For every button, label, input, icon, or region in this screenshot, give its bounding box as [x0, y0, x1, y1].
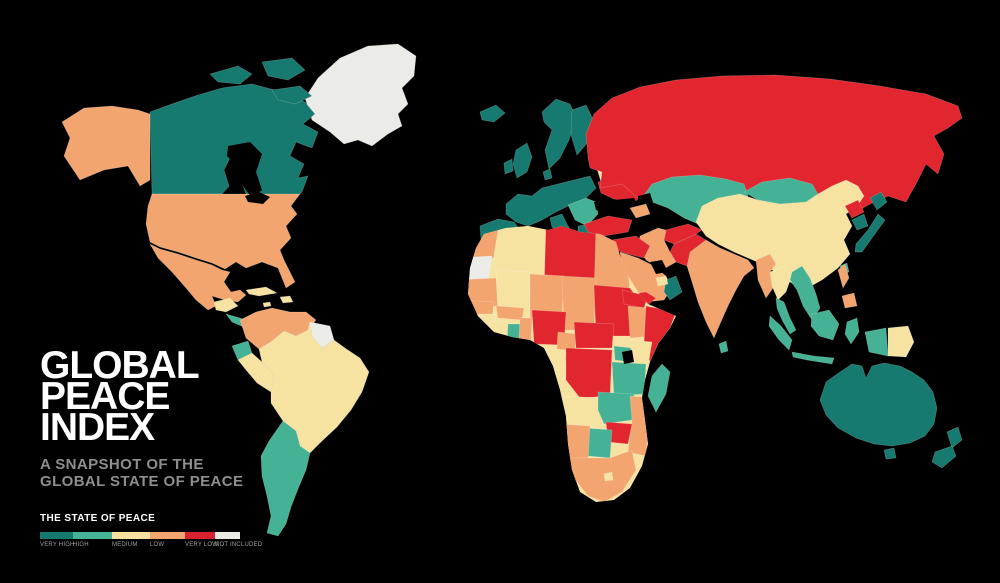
region-oman [663, 275, 683, 301]
region-hispaniola [279, 295, 294, 304]
region-norway-sweden [541, 98, 577, 170]
lake-victoria [622, 350, 634, 364]
region-mexico [149, 243, 247, 311]
region-jamaica [262, 301, 272, 308]
hudson-bay [227, 142, 262, 198]
subtitle: A SNAPSHOT OF THE GLOBAL STATE OF PEACE [40, 456, 243, 490]
region-uae-qatar [655, 275, 669, 287]
legend-swatch-very-high [40, 532, 73, 539]
region-australia [819, 362, 938, 447]
region-china [695, 179, 865, 291]
great-lakes [245, 192, 270, 204]
region-philippines-luzon [837, 263, 850, 289]
legend: THE STATE OF PEACE VERY HIGH HIGH MEDIUM… [40, 513, 280, 551]
region-congo-gabon [543, 347, 567, 381]
region-brazil [258, 321, 370, 454]
page-title-line-1: GLOBAL [40, 344, 200, 387]
region-denmark [542, 168, 553, 181]
region-central-african-republic [573, 321, 615, 349]
persian-gulf [650, 260, 668, 274]
region-balkans [567, 197, 599, 227]
region-philippines-mindanao [841, 292, 858, 309]
region-alaska [61, 105, 151, 187]
region-caucasus [629, 203, 651, 219]
region-south-korea [851, 213, 869, 231]
region-usa [145, 193, 301, 289]
subtitle-line-1: A SNAPSHOT OF THE [40, 456, 204, 473]
region-ivory-coast [489, 321, 511, 343]
region-madagascar [647, 363, 671, 413]
legend-label-not-included: NOT INCLUDED [215, 542, 263, 548]
region-sri-lanka [718, 340, 729, 354]
region-papua-new-guinea [887, 325, 915, 358]
region-new-zealand-north [946, 426, 963, 449]
region-arctic-island-1 [209, 65, 253, 85]
legend-labels: VERY HIGH HIGH MEDIUM LOW VERY LOW NOT I… [40, 542, 280, 551]
region-sierra-leone [473, 324, 489, 337]
subtitle-line-2: GLOBAL STATE OF PEACE [40, 473, 244, 490]
region-ghana [506, 323, 521, 344]
region-malay-peninsula [775, 297, 797, 335]
region-turkey [583, 215, 633, 237]
region-drc [565, 347, 613, 399]
region-japan-hokkaido [869, 191, 888, 211]
region-sulawesi [844, 317, 860, 345]
legend-label-very-high: VERY HIGH [40, 542, 75, 548]
region-greenland [304, 43, 417, 147]
legend-label-low: LOW [150, 542, 165, 548]
legend-heading: THE STATE OF PEACE [40, 513, 156, 524]
legend-swatch-very-low [185, 532, 215, 539]
region-ireland [503, 158, 514, 175]
legend-label-very-low: VERY LOW [185, 542, 219, 548]
region-new-zealand-south [931, 445, 957, 469]
region-togo-benin [518, 317, 533, 341]
region-namibia [559, 423, 591, 463]
legend-swatch-low [150, 532, 185, 539]
region-japan-honshu [854, 213, 886, 253]
region-tanzania [611, 361, 647, 397]
region-west-new-guinea [864, 327, 889, 357]
title-block: GLOBAL PEACE INDEX A SNAPSHOT OF THE GLO… [40, 344, 243, 490]
page-title-line-2: PEACE [40, 375, 170, 418]
region-chile-argentina [260, 420, 311, 537]
region-uk [512, 142, 533, 179]
legend-label-high: HIGH [73, 542, 89, 548]
region-iceland [479, 104, 506, 123]
region-arctic-island-2 [261, 57, 306, 81]
region-south-africa [563, 449, 637, 502]
region-lesotho [603, 471, 614, 482]
legend-label-medium: MEDIUM [112, 542, 138, 548]
legend-swatch-medium [112, 532, 150, 539]
page-title-line-3: INDEX [40, 406, 155, 449]
legend-color-bar [40, 532, 240, 539]
region-cuba [245, 286, 279, 297]
region-india [686, 239, 755, 339]
legend-swatch-not-included [215, 532, 240, 539]
legend-swatch-high [73, 532, 112, 539]
region-zambia [597, 391, 635, 425]
region-arctic-island-3 [271, 85, 313, 105]
region-thailand [769, 265, 792, 301]
black-sea [594, 198, 641, 214]
region-java [791, 351, 835, 365]
region-north-korea [844, 199, 865, 219]
region-tasmania [883, 447, 897, 460]
region-angola [559, 395, 605, 429]
region-western-europe [505, 175, 597, 227]
region-guatemala-honduras [213, 297, 239, 313]
region-sumatra [768, 315, 793, 351]
region-borneo [810, 309, 840, 341]
